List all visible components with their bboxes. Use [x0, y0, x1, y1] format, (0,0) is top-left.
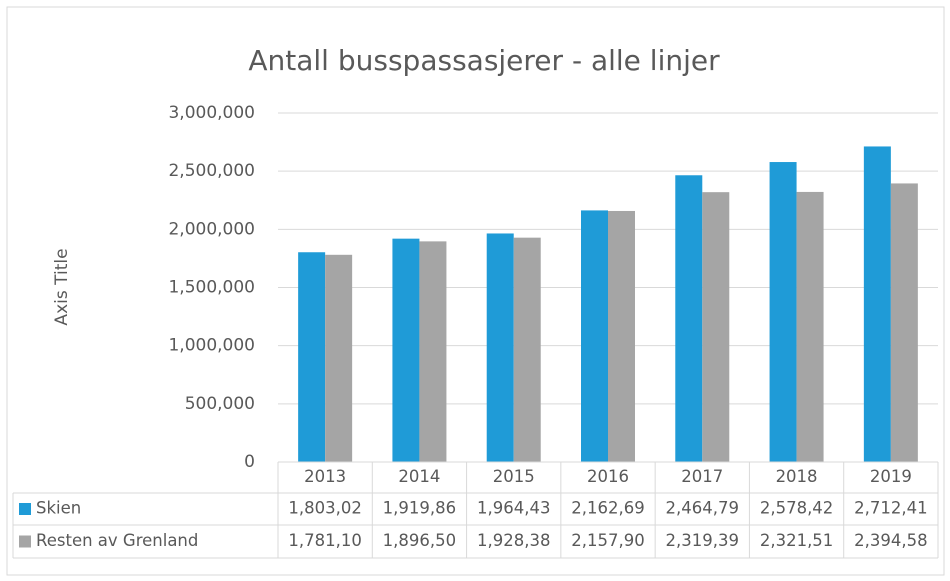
y-tick-label: 2,500,000: [168, 161, 255, 181]
bar: [298, 252, 326, 462]
y-tick-label: 0: [244, 452, 255, 472]
bar: [486, 233, 514, 462]
table-cell: 1,781,10: [288, 531, 361, 550]
table-cell: 1,919,86: [383, 499, 456, 518]
y-tick-label: 3,000,000: [168, 103, 255, 123]
y-tick-label: 500,000: [185, 394, 255, 414]
table-cell: 2,319,39: [666, 531, 739, 550]
bar: [581, 210, 608, 462]
y-tick-label: 2,000,000: [168, 219, 255, 239]
table-cell: 1,928,38: [477, 531, 550, 550]
x-tick-label: 2015: [493, 467, 535, 486]
bar: [419, 241, 447, 462]
bar: [863, 146, 891, 462]
bar: [608, 210, 635, 462]
table-cell: 2,712,41: [854, 499, 927, 518]
x-tick-label: 2018: [776, 467, 818, 486]
table-cell: 2,157,90: [571, 531, 644, 550]
bar: [675, 175, 703, 462]
bar: [769, 162, 797, 462]
legend-key: [19, 535, 31, 548]
table-cell: 1,964,43: [477, 499, 550, 518]
bar: [702, 192, 730, 463]
legend-label: Skien: [36, 499, 81, 518]
chart-title: Antall busspassasjerer - alle linjer: [248, 44, 720, 77]
table-cell: 1,803,02: [288, 499, 361, 518]
table-cell: 2,321,51: [760, 531, 833, 550]
bar: [392, 238, 420, 462]
table-cell: 2,394,58: [854, 531, 927, 550]
x-tick-label: 2014: [398, 467, 440, 486]
table-cell: 1,896,50: [383, 531, 456, 550]
bar: [796, 191, 824, 462]
bar: [513, 237, 541, 462]
y-tick-label: 1,000,000: [168, 336, 255, 356]
legend-key: [19, 503, 31, 515]
legend-label: Resten av Grenland: [36, 531, 198, 550]
table-cell: 2,578,42: [760, 499, 833, 518]
x-tick-label: 2013: [304, 467, 346, 486]
y-axis-title: Axis Title: [52, 248, 72, 325]
y-tick-label: 1,500,000: [168, 278, 255, 298]
table-cell: 2,162,69: [571, 499, 644, 518]
bar: [890, 183, 918, 462]
x-tick-label: 2016: [587, 467, 629, 486]
x-tick-label: 2017: [681, 467, 723, 486]
x-tick-label: 2019: [870, 467, 912, 486]
bar: [325, 254, 353, 462]
table-cell: 2,464,79: [666, 499, 739, 518]
